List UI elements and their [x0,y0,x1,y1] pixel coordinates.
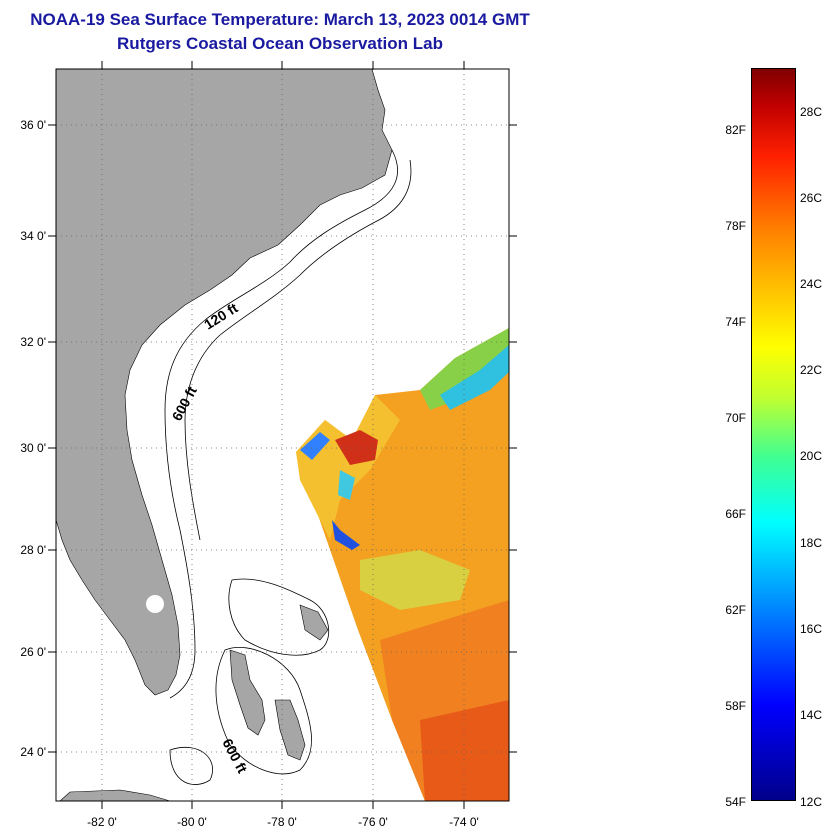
lat-label-24: 24 0' [20,745,46,759]
colorbar-label-82f: 82F [725,123,746,137]
colorbar-label-58f: 58F [725,699,746,713]
lat-label-36: 36 0' [20,118,46,132]
colorbar-label-54f: 54F [725,795,746,809]
map-subtitle: Rutgers Coastal Ocean Observation Lab [117,34,443,53]
colorbar-label-14c: 14C [800,708,823,722]
land-masses [55,68,393,802]
lon-label-78: -78 0' [267,815,297,829]
colorbar-label-16c: 16C [800,622,823,636]
colorbar-label-66f: 66F [725,507,746,521]
colorbar-label-12c: 12C [800,795,823,809]
lon-label-74: -74 0' [449,815,479,829]
colorbar-label-28c: 28C [800,105,823,119]
colorbar-label-62f: 62F [725,603,746,617]
temperature-swath [296,328,509,801]
lon-label-76: -76 0' [358,815,388,829]
lon-label-80: -80 0' [177,815,207,829]
lat-label-28: 28 0' [20,543,46,557]
colorbar-label-78f: 78F [725,219,746,233]
axis-ticks [48,61,517,809]
colorbar-label-22c: 22C [800,363,823,377]
lat-label-32: 32 0' [20,335,46,349]
temperature-colorbar [751,68,796,801]
lat-label-30: 30 0' [20,441,46,455]
lon-label-82: -82 0' [87,815,117,829]
graticule [56,69,509,801]
lat-label-34: 34 0' [20,229,46,243]
colorbar-label-74f: 74F [725,315,746,329]
lat-label-26: 26 0' [20,645,46,659]
map-title: NOAA-19 Sea Surface Temperature: March 1… [30,10,530,29]
colorbar-label-18c: 18C [800,536,823,550]
depth-contours [164,149,412,785]
colorbar-label-26c: 26C [800,191,823,205]
colorbar-label-70f: 70F [725,411,746,425]
colorbar-label-24c: 24C [800,277,823,291]
colorbar-label-20c: 20C [800,449,823,463]
